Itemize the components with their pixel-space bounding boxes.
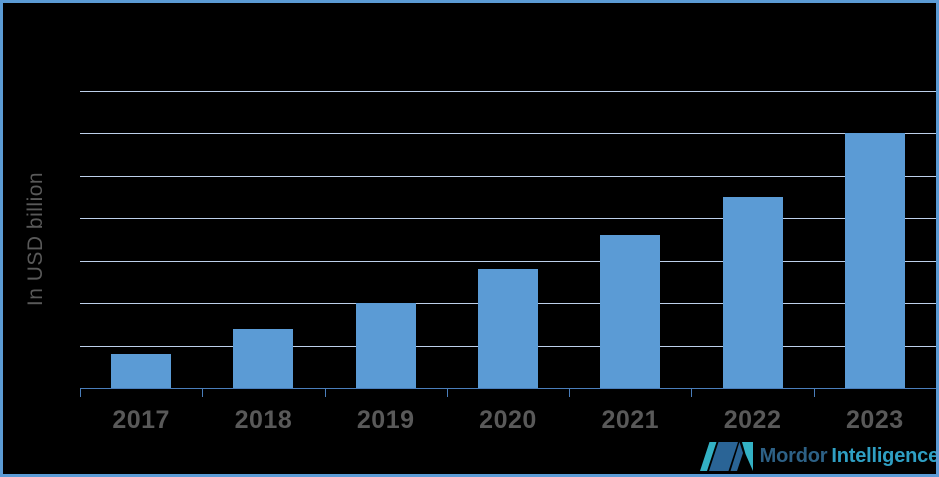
x-axis-label-2019: 2019 (356, 406, 415, 434)
bar-2020 (478, 269, 538, 388)
brand-name-primary: Mordor (759, 444, 828, 467)
x-axis-tick (80, 389, 81, 397)
x-axis-label-2023: 2023 (846, 406, 904, 434)
x-axis-tick (813, 389, 815, 397)
y-axis-label: In USD billion (24, 171, 47, 307)
bar-2021 (600, 235, 661, 388)
gridline (80, 175, 936, 177)
x-axis-line (80, 388, 936, 389)
bar-2023 (844, 133, 905, 388)
x-axis-label-2020: 2020 (479, 406, 537, 434)
x-axis-tick (936, 389, 937, 397)
x-axis-label-2021: 2021 (601, 406, 660, 434)
x-axis-label-2018: 2018 (234, 406, 293, 434)
x-axis-tick (446, 389, 448, 397)
x-axis-tick (691, 389, 693, 397)
bar-2018 (233, 328, 294, 388)
logo: Mordor Intelligence (699, 440, 939, 472)
brand-name-secondary: Intelligence (831, 444, 939, 467)
mordor-intelligence-logo-icon (699, 441, 753, 471)
gridline (80, 260, 936, 262)
x-axis-label-2022: 2022 (723, 406, 782, 434)
bar-2017 (111, 354, 172, 388)
plot-area (80, 91, 936, 397)
gridline (80, 91, 936, 92)
x-axis-labels: 2017 2018 2019 2020 2021 2022 2023 (80, 404, 936, 436)
bar-2022 (722, 197, 783, 388)
gridline (80, 218, 936, 220)
gridline (80, 133, 936, 135)
x-axis-tick (569, 389, 571, 397)
bar-2019 (355, 303, 416, 388)
x-axis-tick (202, 389, 204, 397)
x-axis-tick (324, 389, 326, 397)
x-axis-label-2017: 2017 (112, 406, 170, 434)
